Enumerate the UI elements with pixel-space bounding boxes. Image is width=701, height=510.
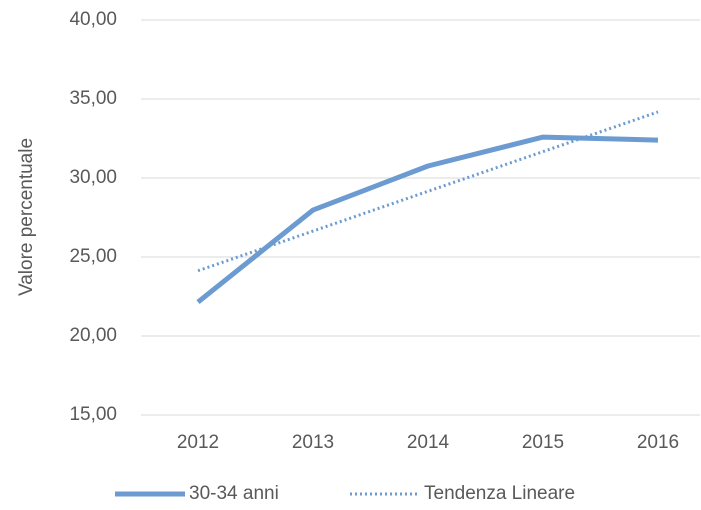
x-tick-label: 2014: [407, 432, 450, 453]
series-line: [196, 134, 659, 304]
x-tick-label: 2012: [177, 432, 219, 453]
legend-label: 30-34 anni: [189, 483, 279, 504]
x-tick-label: 2015: [522, 432, 564, 453]
y-tick-label: 30,00: [69, 167, 117, 188]
y-tick-label: 35,00: [69, 88, 117, 109]
x-tick-label: 2016: [637, 432, 679, 453]
legend-label: Tendenza Lineare: [424, 483, 575, 504]
y-tick-label: 40,00: [69, 9, 117, 30]
y-tick-label: 25,00: [69, 246, 117, 267]
y-tick-label: 15,00: [69, 404, 117, 425]
y-axis-label: Valore percentuale: [16, 138, 37, 296]
x-tick-label: 2013: [292, 432, 334, 453]
series-line: [197, 110, 659, 273]
y-tick-label: 20,00: [69, 325, 117, 346]
